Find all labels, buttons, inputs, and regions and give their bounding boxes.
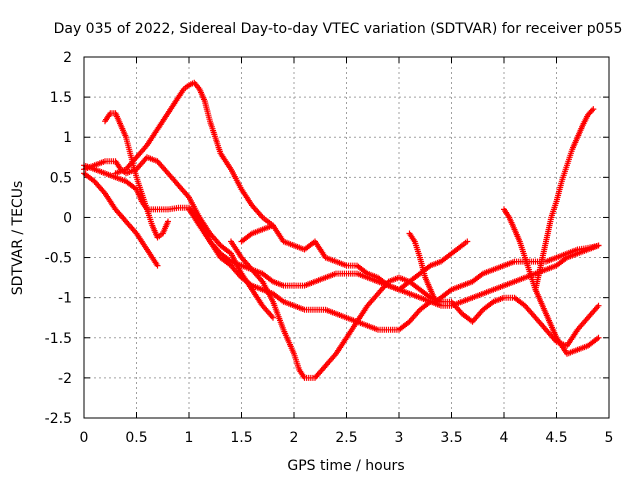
y-tick-label: 2: [63, 50, 72, 66]
series-track-10: [501, 206, 602, 357]
y-tick-label: -2: [58, 371, 72, 387]
y-tick-label: -1.5: [45, 331, 72, 347]
y-tick-label: -2.5: [45, 411, 72, 427]
plot-frame: [83, 56, 610, 419]
series-track-9: [406, 230, 602, 305]
y-axis-label: SDTVAR / TECUs: [10, 181, 26, 296]
x-tick-label: 2.5: [335, 430, 357, 446]
y-tick-label: 0: [63, 210, 72, 226]
x-tick-label: 4: [500, 430, 509, 446]
x-tick-label: 1: [185, 430, 194, 446]
x-tick-label: 3.5: [440, 430, 462, 446]
x-tick-label: 1.5: [230, 430, 252, 446]
series-track-8: [238, 222, 471, 293]
x-tick-labels: 0 0.5 1 1.5 2 2.5 3 3.5 4 4.5 5: [80, 430, 614, 446]
series-markers: [406, 230, 602, 305]
y-tick-label: 1.5: [50, 90, 72, 106]
series-track-11: [532, 106, 597, 293]
data-series: [81, 79, 602, 381]
x-tick-label: 3: [395, 430, 404, 446]
series-markers: [238, 222, 471, 293]
y-tick-label: -1: [58, 291, 72, 307]
x-tick-label: 0.5: [125, 430, 147, 446]
grid-lines: [84, 57, 609, 418]
y-tick-labels: 2 1.5 1 0.5 0 -0.5 -1 -1.5 -2 -2.5: [45, 50, 72, 427]
y-tick-label: 1: [63, 130, 72, 146]
x-tick-label: 5: [605, 430, 614, 446]
chart-title: Day 035 of 2022, Sidereal Day-to-day VTE…: [54, 21, 623, 37]
y-tick-label: 0.5: [50, 170, 72, 186]
series-track-3: [112, 79, 276, 229]
x-tick-label: 4.5: [545, 430, 567, 446]
series-markers: [532, 106, 597, 293]
x-axis-label: GPS time / hours: [287, 458, 404, 474]
series-markers: [112, 79, 276, 229]
y-tick-label: -0.5: [45, 251, 72, 267]
x-tick-label: 0: [80, 430, 89, 446]
x-tick-label: 2: [290, 430, 299, 446]
series-markers: [501, 206, 602, 357]
